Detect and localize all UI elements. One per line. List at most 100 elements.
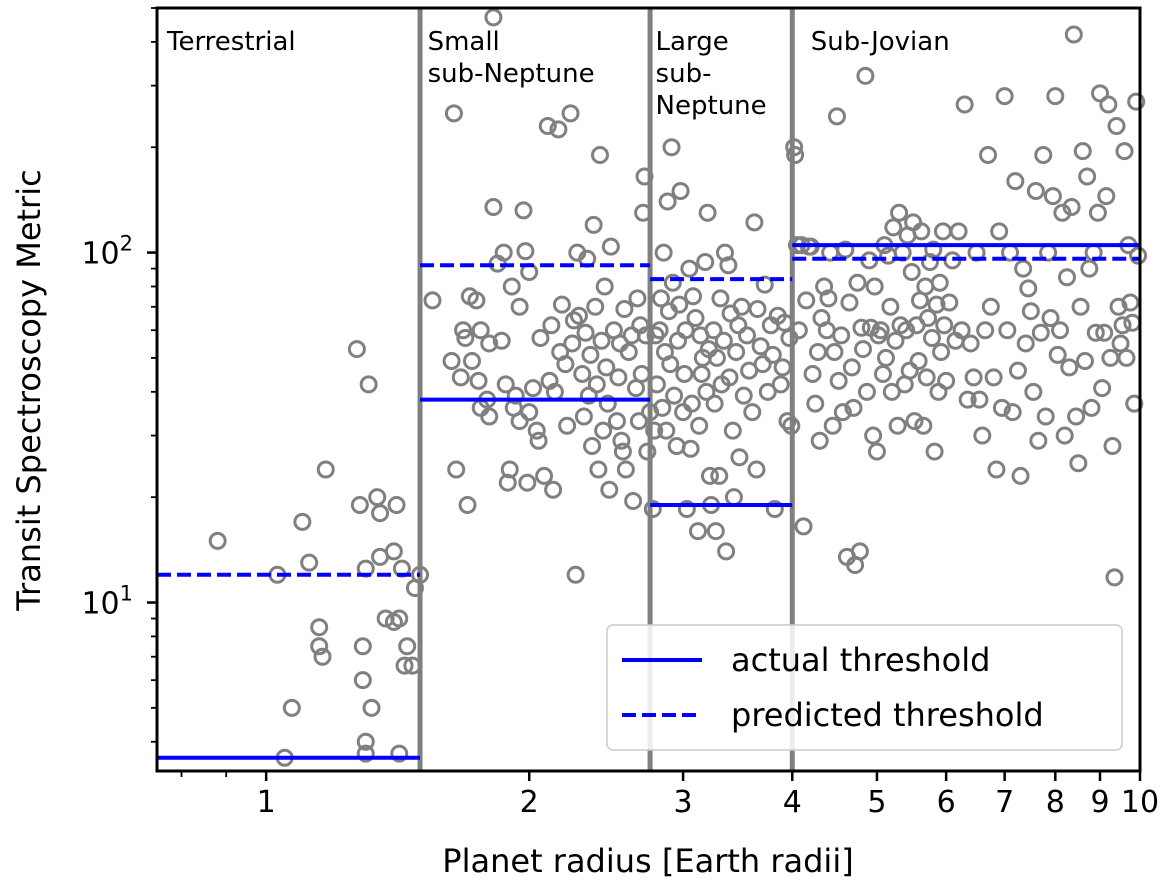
- data-point: [844, 360, 859, 375]
- data-point: [892, 205, 907, 220]
- data-point: [1117, 144, 1132, 159]
- data-point: [799, 293, 814, 308]
- data-point: [676, 405, 691, 420]
- data-point: [850, 275, 865, 290]
- data-point: [869, 444, 884, 459]
- data-point: [859, 384, 874, 399]
- data-point: [504, 279, 519, 294]
- data-point: [934, 344, 949, 359]
- data-point: [522, 405, 537, 420]
- data-point: [596, 423, 611, 438]
- data-point: [873, 323, 888, 338]
- data-point: [805, 366, 820, 381]
- data-point: [1099, 189, 1114, 204]
- data-point: [453, 370, 468, 385]
- data-point: [537, 468, 552, 483]
- data-point: [890, 418, 905, 433]
- data-point: [1018, 336, 1033, 351]
- data-point: [796, 519, 811, 534]
- data-point: [883, 299, 898, 314]
- x-tick-label: 7: [995, 785, 1014, 820]
- data-point: [878, 350, 893, 365]
- data-point: [750, 301, 765, 316]
- data-point: [866, 428, 881, 443]
- data-point: [810, 344, 825, 359]
- data-point: [975, 428, 990, 443]
- legend-label-predicted: predicted threshold: [731, 696, 1044, 734]
- data-point: [852, 544, 867, 559]
- data-point: [611, 370, 626, 385]
- data-point: [1036, 148, 1051, 163]
- data-point: [1031, 433, 1046, 448]
- data-point: [355, 673, 370, 688]
- x-axis-label: Planet radius [Earth radii]: [442, 842, 853, 880]
- data-point: [617, 301, 632, 316]
- data-point: [692, 418, 707, 433]
- data-point: [983, 299, 998, 314]
- data-point: [1026, 384, 1041, 399]
- data-point: [1082, 261, 1097, 276]
- data-point: [684, 396, 699, 411]
- data-point: [471, 373, 486, 388]
- data-point: [312, 620, 327, 635]
- data-point: [525, 381, 540, 396]
- data-point: [516, 203, 531, 218]
- data-point: [937, 318, 952, 333]
- region-label-1-line-0: Small: [428, 27, 500, 57]
- data-point: [1095, 381, 1110, 396]
- data-point: [486, 10, 501, 25]
- legend: actual threshold predicted threshold: [607, 625, 1122, 750]
- data-point: [1077, 353, 1092, 368]
- data-point: [630, 291, 645, 306]
- data-point: [486, 199, 501, 214]
- data-point: [825, 418, 840, 433]
- data-point: [808, 396, 823, 411]
- data-point: [660, 194, 675, 209]
- data-point: [544, 318, 559, 333]
- data-point: [671, 333, 686, 348]
- data-point: [673, 183, 688, 198]
- data-point: [906, 215, 921, 230]
- data-point: [708, 524, 723, 539]
- data-point: [747, 215, 762, 230]
- data-point: [464, 353, 479, 368]
- data-point: [1016, 261, 1031, 276]
- y-tick-label: 101: [81, 582, 133, 622]
- data-point: [1080, 169, 1095, 184]
- data-point: [664, 140, 679, 155]
- data-point: [739, 328, 754, 343]
- data-point: [355, 639, 370, 654]
- data-point: [726, 490, 741, 505]
- data-point: [1125, 315, 1140, 330]
- data-point: [834, 328, 849, 343]
- data-point: [512, 414, 527, 429]
- y-tick-label: 102: [81, 232, 133, 272]
- data-point: [1050, 347, 1065, 362]
- data-point: [1045, 189, 1060, 204]
- data-point: [707, 396, 722, 411]
- data-point: [773, 377, 788, 392]
- x-tick-label: 6: [937, 785, 956, 820]
- data-point: [911, 353, 926, 368]
- data-point: [712, 468, 727, 483]
- data-point: [589, 377, 604, 392]
- data-point: [583, 347, 598, 362]
- data-point: [904, 265, 919, 280]
- data-point: [858, 68, 873, 83]
- data-point: [731, 318, 746, 333]
- region-label-2-line-2: Neptune: [656, 91, 767, 121]
- data-point: [603, 239, 618, 254]
- data-point: [856, 342, 871, 357]
- data-point: [978, 323, 993, 338]
- data-point: [725, 423, 740, 438]
- data-point: [512, 299, 527, 314]
- data-point: [698, 254, 713, 269]
- data-point: [686, 289, 701, 304]
- data-point: [986, 370, 1001, 385]
- data-point: [1062, 360, 1077, 375]
- x-tick-label: 4: [783, 785, 802, 820]
- data-point: [518, 244, 533, 259]
- data-point: [302, 555, 317, 570]
- data-point: [576, 409, 591, 424]
- data-point: [1071, 456, 1086, 471]
